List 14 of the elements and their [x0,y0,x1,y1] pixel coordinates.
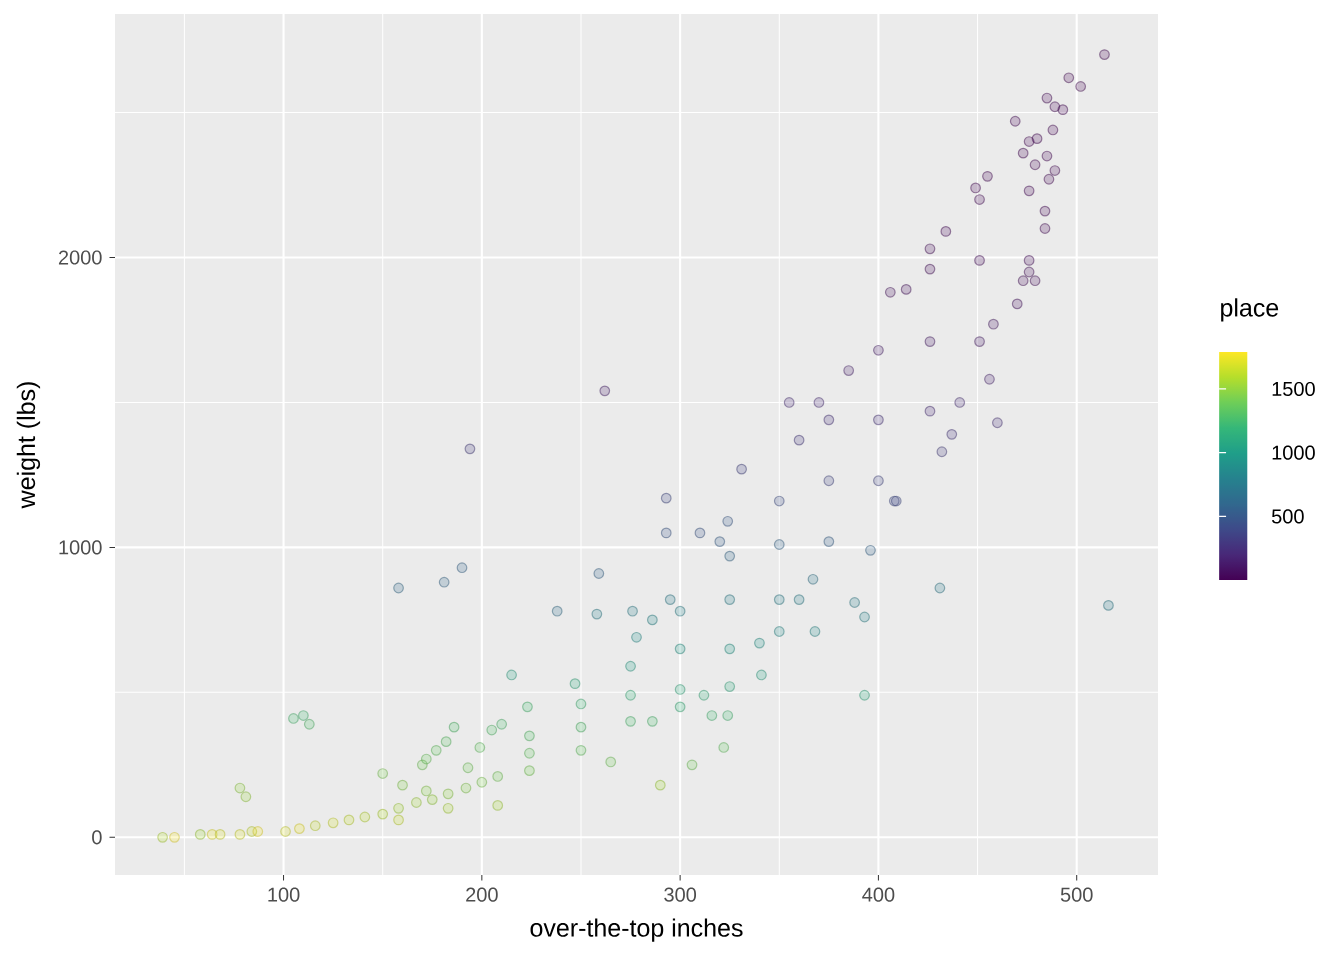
x-tick-label: 300 [664,887,697,902]
y-axis-title: weight (lbs) [16,382,41,509]
color-bar-label: 500 [1271,509,1304,524]
color-bar-label: 1000 [1272,445,1315,460]
y-tick-label: 1000 [59,540,102,555]
x-tick-label: 400 [862,887,895,902]
x-tick-label: 100 [268,887,300,902]
y-tick-label: 0 [92,830,102,845]
x-tick-label: 200 [466,887,498,902]
x-tick-label: 500 [1060,887,1093,902]
color-bar-title: place [1221,298,1279,322]
x-axis-title: over-the-top inches [530,918,743,942]
color-bar-label: 1500 [1272,381,1315,397]
y-tick-label: 2000 [58,250,102,265]
